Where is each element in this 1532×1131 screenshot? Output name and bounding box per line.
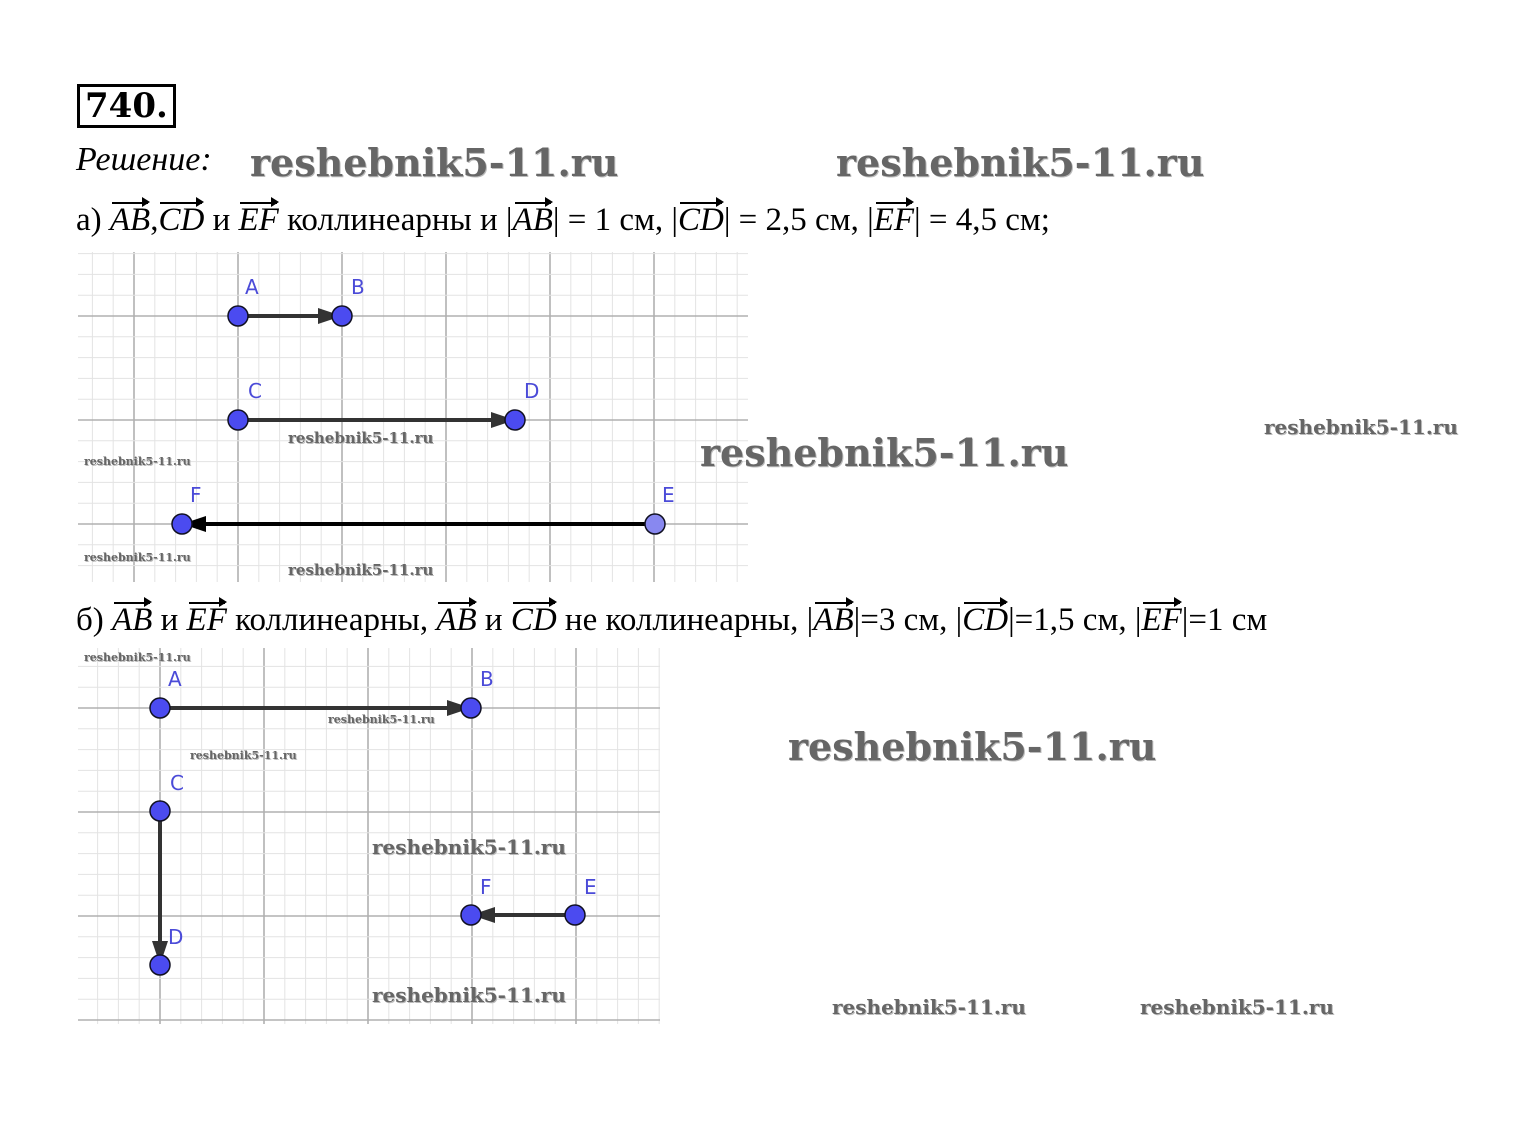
label-a: A: [168, 667, 182, 691]
vector: EF: [873, 197, 915, 238]
vector: EF: [238, 197, 280, 238]
watermark: reshebnik5-11.ru: [250, 140, 619, 185]
watermark: reshebnik5-11.ru: [1140, 995, 1334, 1019]
figure-b: A B C D E F: [78, 648, 660, 1024]
point-c: [149, 800, 171, 822]
watermark: reshebnik5-11.ru: [84, 455, 191, 468]
vector: EF: [186, 597, 228, 638]
text: | = 1 см, |: [552, 202, 678, 238]
vector: AB: [112, 597, 153, 638]
conj: и: [160, 602, 179, 638]
label-b: B: [480, 667, 494, 691]
vector: AB: [109, 197, 151, 238]
vector: AB: [436, 597, 477, 638]
point-f: [460, 904, 482, 926]
point-a: [149, 697, 171, 719]
label-f: F: [190, 483, 202, 507]
point-e: [644, 513, 666, 535]
grid: [78, 252, 748, 582]
vector: AB: [512, 197, 554, 238]
watermark: reshebnik5-11.ru: [84, 551, 191, 564]
watermark: reshebnik5-11.ru: [190, 749, 297, 762]
point-c: [227, 409, 249, 431]
watermark: reshebnik5-11.ru: [372, 983, 566, 1007]
vector-ef: [471, 907, 575, 923]
figure-a: A B C D E F: [78, 252, 748, 582]
part-a-text: а) AB,CD и EF коллинеарны и |AB| = 1 см,…: [76, 197, 1050, 240]
watermark: reshebnik5-11.ru: [288, 561, 434, 579]
watermark: reshebnik5-11.ru: [372, 835, 566, 859]
sep: ,: [150, 202, 159, 238]
point-b: [331, 305, 353, 327]
part-a-prefix: а): [76, 202, 102, 238]
vector-ab: [160, 700, 471, 716]
point-b: [460, 697, 482, 719]
part-b-prefix: б): [76, 602, 104, 638]
watermark: reshebnik5-11.ru: [84, 651, 191, 664]
watermark: reshebnik5-11.ru: [328, 713, 435, 726]
label-c: C: [248, 379, 262, 403]
text: |=3 см, |: [853, 602, 963, 638]
conj: и: [212, 202, 231, 238]
label-f: F: [480, 875, 492, 899]
label-b: B: [351, 275, 365, 299]
point-f: [171, 513, 193, 535]
solution-label: Решение:: [76, 141, 212, 178]
point-e: [564, 904, 586, 926]
watermark: reshebnik5-11.ru: [836, 140, 1205, 185]
watermark: reshebnik5-11.ru: [1264, 415, 1458, 439]
vector-ef: [182, 516, 655, 532]
text: |=1 см: [1181, 602, 1268, 638]
vector-cd: [152, 811, 168, 965]
point-d: [504, 409, 526, 431]
label-c: C: [170, 771, 184, 795]
label-e: E: [662, 483, 675, 507]
text: коллинеарны,: [235, 602, 429, 638]
conj: и: [484, 602, 503, 638]
vector-cd: [238, 412, 515, 428]
vector-ab: [238, 308, 342, 324]
part-b-text: б) AB и EF коллинеарны, AB и CD не колли…: [76, 597, 1268, 640]
vector: AB: [813, 597, 854, 638]
vector: CD: [677, 197, 724, 238]
vector: CD: [158, 197, 205, 238]
watermark: reshebnik5-11.ru: [788, 724, 1157, 769]
label-d: D: [524, 379, 539, 403]
watermark: reshebnik5-11.ru: [700, 430, 1069, 475]
text: |=1,5 см, |: [1008, 602, 1142, 638]
problem-number: 740.: [77, 84, 176, 128]
text: | = 2,5 см, |: [723, 202, 874, 238]
text: | = 4,5 см;: [914, 202, 1050, 238]
label-a: A: [245, 275, 259, 299]
vector: EF: [1141, 597, 1183, 638]
watermark: reshebnik5-11.ru: [288, 429, 434, 447]
point-a: [227, 305, 249, 327]
text: коллинеарны и |: [287, 202, 513, 238]
vector: CD: [962, 597, 1009, 638]
label-d: D: [168, 925, 183, 949]
watermark: reshebnik5-11.ru: [832, 995, 1026, 1019]
text: не коллинеарны, |: [564, 602, 814, 638]
point-d: [149, 954, 171, 976]
label-e: E: [584, 875, 597, 899]
vector: CD: [510, 597, 557, 638]
